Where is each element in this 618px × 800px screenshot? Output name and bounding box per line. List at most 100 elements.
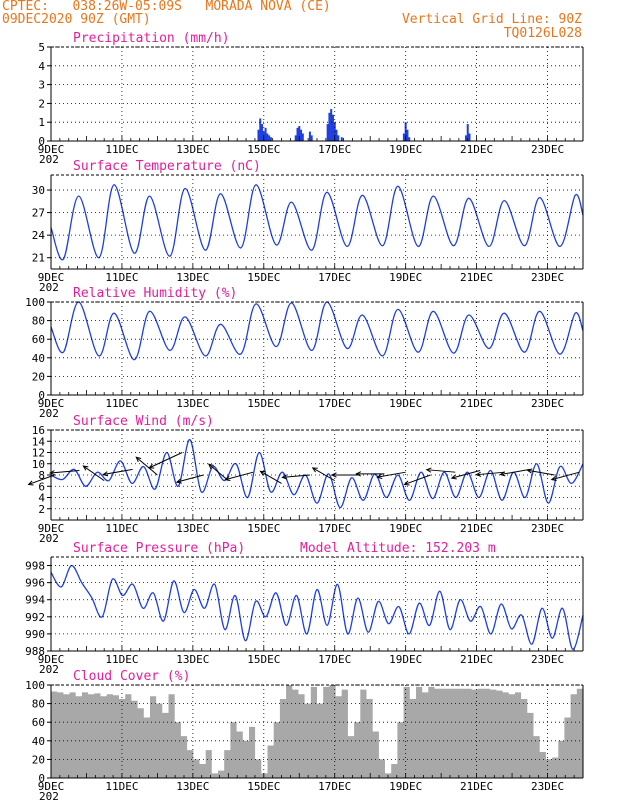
pressure-xtick-label: 15DEC	[247, 653, 280, 666]
precip-xtick-label: 15DEC	[247, 143, 280, 156]
cloud-ytick-label: 40	[32, 735, 45, 748]
cloud-ytick-label: 100	[25, 679, 45, 692]
wind-arrow	[404, 474, 431, 485]
cloud-xtick-label: 23DEC	[531, 780, 564, 793]
temp-ytick-label: 27	[32, 207, 45, 220]
wind-arrow	[551, 471, 580, 481]
precip-bar	[331, 114, 334, 141]
wind-arrow-head	[499, 471, 506, 477]
wind-arrow-head	[27, 480, 34, 486]
wind-ytick-label: 4	[38, 492, 45, 505]
rh-ytick-label: 40	[32, 352, 45, 365]
wind-xtick-label: 15DEC	[247, 522, 280, 535]
precip-bar	[266, 133, 269, 141]
precip-bar	[261, 124, 264, 141]
precip-xtick-label: 17DEC	[318, 143, 351, 156]
rh-xtick-label: 21DEC	[460, 397, 493, 410]
wind-xtick-label: 17DEC	[318, 522, 351, 535]
precip-bar	[335, 129, 338, 141]
temp-xtick-label: 17DEC	[318, 271, 351, 284]
precip-xtick-label: 21DEC	[460, 143, 493, 156]
wind-arrow	[312, 467, 335, 482]
temp-ytick-label: 24	[32, 229, 46, 242]
header-station: CPTEC: 038:26W-05:09S MORADA NOVA (CE)	[2, 0, 331, 14]
temp-year-label: 202	[39, 281, 59, 294]
rh-panel: Relative Humidity (%) 0 20 40 60 80 100 9DEC 11D…	[25, 286, 584, 420]
temp-ytick-label: 30	[32, 184, 45, 197]
precip-bar	[296, 127, 299, 141]
wind-arrow	[103, 468, 133, 476]
pressure-annotation: Model Altitude: 152.203 m	[300, 541, 496, 556]
precip-bar	[310, 135, 313, 141]
cloud-xtick-label: 21DEC	[460, 780, 493, 793]
wind-arrow-head	[425, 467, 432, 473]
precip-panel: Precipitation (mm/h) 0 1 2 3 4 5 9DEC 11DEC 13DEC…	[38, 31, 584, 166]
precip-bar	[269, 137, 272, 141]
precip-bar	[408, 137, 411, 141]
pressure-ytick-label: 998	[25, 560, 45, 573]
pressure-xtick-label: 23DEC	[531, 653, 564, 666]
precip-ytick-label: 0	[38, 135, 45, 148]
precip-bar	[330, 109, 333, 141]
wind-arrow-head	[224, 475, 231, 482]
temp-title: Surface Temperature (nC)	[73, 159, 261, 174]
wind-arrow	[208, 463, 229, 482]
precip-bar	[337, 135, 340, 141]
cloud-panel: Cloud Cover (%) 0 20 40 60 80 100 9DEC 11DEC 13DE…	[25, 669, 584, 800]
wind-arrow	[282, 474, 310, 478]
pressure-line	[50, 564, 584, 650]
rh-ytick-label: 60	[32, 333, 45, 346]
rh-xtick-label: 15DEC	[247, 397, 280, 410]
pressure-ytick-label: 992	[25, 611, 45, 624]
cloud-ytick-label: 60	[32, 716, 45, 729]
pressure-ytick-label: 996	[25, 577, 45, 590]
wind-arrow-head	[135, 456, 142, 463]
rh-xtick-label: 19DEC	[389, 397, 422, 410]
precip-ytick-label: 2	[38, 97, 45, 110]
precip-bar	[402, 133, 405, 141]
precip-xtick-label: 11DEC	[105, 143, 138, 156]
header-model-id: TQ0126L028	[503, 26, 582, 41]
precip-bar	[257, 129, 260, 141]
wind-arrow	[225, 471, 254, 481]
wind-arrow-head	[48, 470, 55, 476]
precip-bar	[259, 118, 262, 141]
wind-xtick-label: 21DEC	[460, 522, 493, 535]
precip-ytick-label: 3	[38, 79, 45, 92]
wind-speed-line	[50, 438, 584, 509]
temp-ytick-label: 21	[32, 252, 45, 265]
rh-xtick-label: 23DEC	[531, 397, 564, 410]
wind-arrow-head	[403, 480, 410, 486]
precip-xtick-label: 19DEC	[389, 143, 422, 156]
precip-bar	[466, 124, 469, 141]
precip-bar	[300, 129, 303, 141]
wind-ytick-label: 12	[32, 447, 45, 460]
wind-arrow-head	[82, 465, 89, 471]
cloud-xtick-label: 17DEC	[318, 780, 351, 793]
cloud-year-label: 202	[39, 790, 59, 800]
pressure-title: Surface Pressure (hPa)	[73, 541, 245, 556]
wind-ytick-label: 16	[32, 424, 45, 437]
precip-ytick-label: 5	[38, 41, 45, 54]
pressure-xtick-label: 11DEC	[105, 653, 138, 666]
cloud-xtick-label: 9DEC	[38, 780, 65, 793]
precip-bar	[464, 135, 467, 141]
wind-arrow-head	[450, 474, 457, 480]
wind-arrow	[83, 465, 105, 482]
wind-arrow-head	[175, 478, 182, 484]
wind-xtick-label: 19DEC	[389, 522, 422, 535]
wind-arrow	[476, 471, 506, 476]
wind-xtick-label: 11DEC	[105, 522, 138, 535]
wind-arrow	[28, 474, 55, 485]
wind-title: Surface Wind (m/s)	[73, 414, 214, 429]
rh-xtick-label: 13DEC	[176, 397, 209, 410]
rh-title: Relative Humidity (%)	[73, 286, 237, 301]
wind-arrow	[260, 470, 282, 484]
header-date: 09DEC2020 90Z (GMT)	[2, 12, 151, 27]
wind-xtick-label: 23DEC	[531, 522, 564, 535]
precip-ytick-label: 1	[38, 116, 45, 129]
wind-ytick-label: 10	[32, 458, 45, 471]
header-grid-note: Vertical Grid Line: 90Z	[401, 12, 582, 27]
wind-arrow-head	[148, 463, 155, 469]
